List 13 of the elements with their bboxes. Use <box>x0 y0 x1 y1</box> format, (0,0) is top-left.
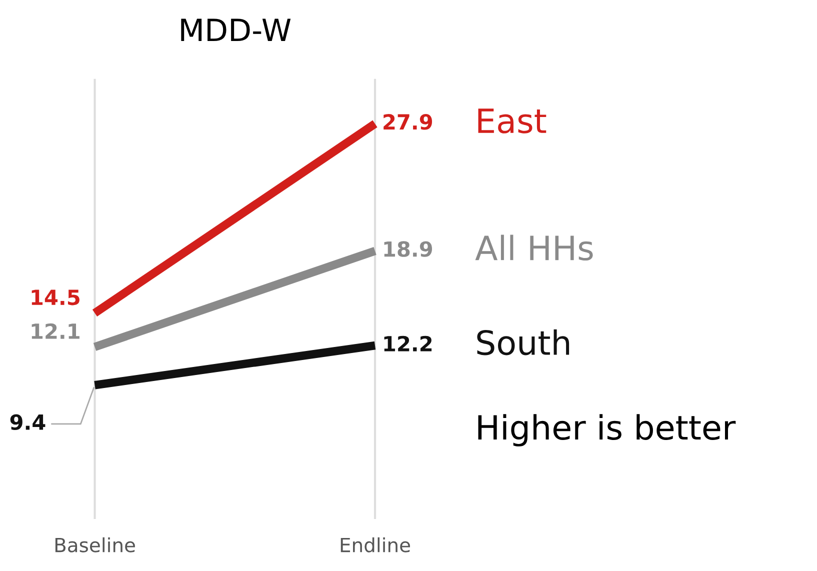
data-label: 18.9 <box>384 241 432 257</box>
text: South <box>477 329 570 356</box>
data-label: 9.4 <box>10 414 46 430</box>
x-tick-label: Baseline <box>55 537 135 552</box>
x-tick-label: Endline <box>340 537 410 552</box>
text: All HHs <box>475 234 593 261</box>
data-label: 14.5 <box>32 290 80 306</box>
data-label: 12.1 <box>32 323 80 339</box>
annotation: Higher is better <box>478 414 736 446</box>
text: East <box>478 108 546 134</box>
data-label: 27.9 <box>384 114 432 130</box>
data-label: 12.2 <box>384 336 432 352</box>
chart-title: MDD-W <box>181 18 291 42</box>
